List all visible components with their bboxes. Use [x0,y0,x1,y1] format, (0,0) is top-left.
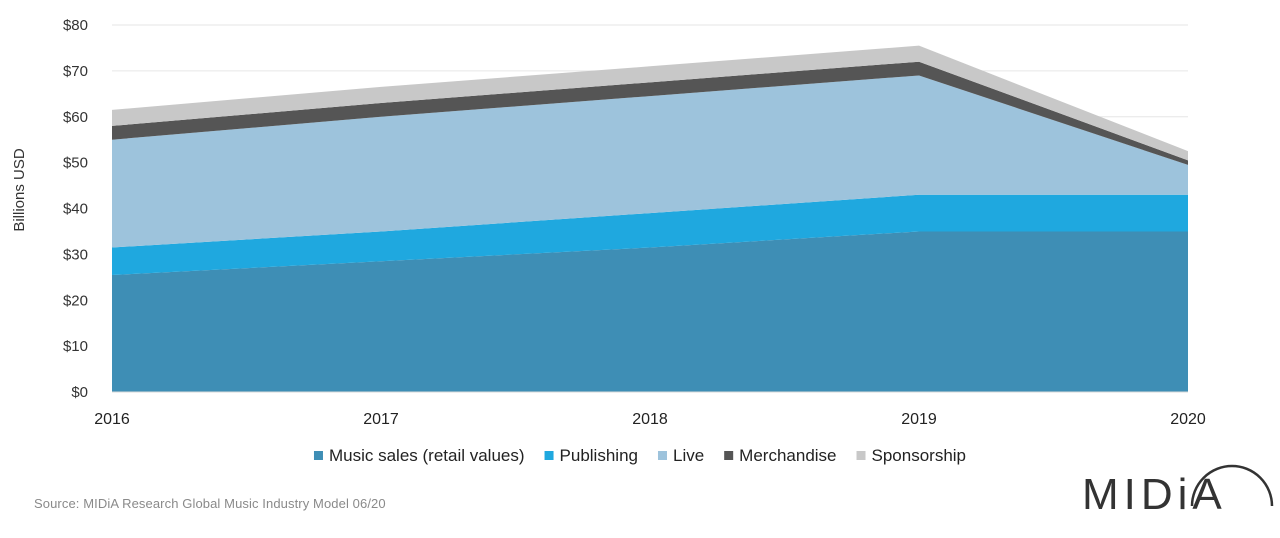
area-publishing [112,194,1188,276]
y-tick-label: $70 [63,63,88,80]
legend-label: Sponsorship [872,446,967,465]
y-tick-label: $80 [63,17,88,34]
y-axis-label: Billions USD [11,148,28,232]
area-merchandise [112,61,1188,165]
legend-swatch [313,451,323,460]
x-tick-label: 2019 [901,411,937,428]
stacked-area-chart: $0 $10 $20 $30 $40 $50 $60 $70 $80 2016 2017 2018 20… [11,17,1206,465]
x-tick-label: 2020 [1170,411,1206,428]
legend-swatch [544,451,554,460]
axes: $0 $10 $20 $30 $40 $50 $60 $70 $80 2016 2017 2018 20… [63,17,1206,428]
area-series [112,45,1188,392]
legend-label: Merchandise [739,446,836,465]
legend-label: Live [673,446,704,465]
y-tick-label: $30 [63,246,88,263]
legend-swatch [856,451,866,460]
logo-arc-icon [1190,464,1274,507]
legend: Music sales (retail values) Publishing Liv… [313,446,967,465]
x-tick-label: 2018 [632,411,668,428]
y-tick-label: $50 [63,155,88,172]
source-note: Source: MIDiA Research Global Music Indu… [34,496,386,511]
midia-logo: MIDiA [1082,470,1227,519]
y-tick-label: $10 [63,338,88,355]
area-music-sales-retail-values [112,231,1188,392]
x-tick-label: 2017 [363,411,399,428]
y-tick-label: $60 [63,109,88,126]
area-live [112,75,1188,248]
legend-swatch [657,451,667,460]
y-tick-label: $40 [63,201,88,218]
y-tick-label: $20 [63,292,88,309]
legend-swatch [724,451,734,460]
legend-label: Publishing [560,446,638,465]
legend-label: Music sales (retail values) [329,446,525,465]
area-sponsorship [112,45,1188,161]
x-tick-label: 2016 [94,411,130,428]
y-tick-label: $0 [71,384,88,401]
